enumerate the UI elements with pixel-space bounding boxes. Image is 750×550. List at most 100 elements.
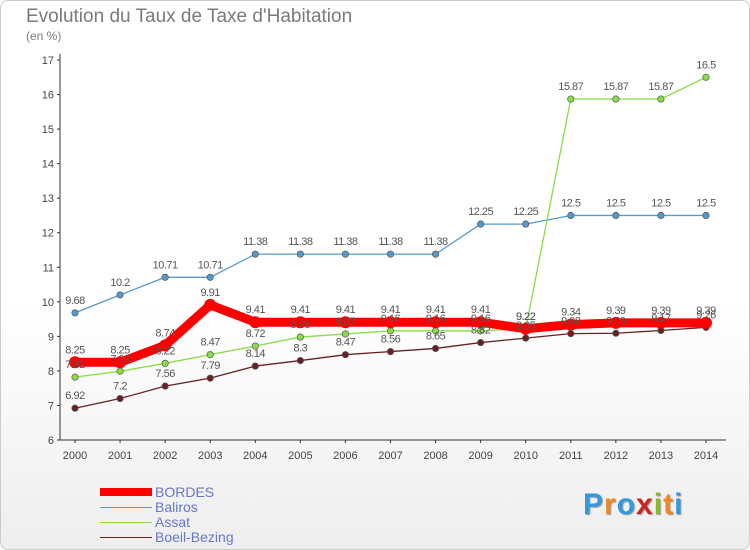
y-tick-label: 17 bbox=[42, 55, 54, 67]
legend-swatch bbox=[100, 537, 152, 538]
x-tick-label: 2006 bbox=[333, 450, 357, 462]
data-point bbox=[654, 316, 667, 329]
chart-title: Evolution du Taux de Taxe d'Habitation bbox=[26, 6, 353, 27]
data-label: 9.41 bbox=[426, 304, 446, 316]
data-point bbox=[116, 291, 124, 299]
x-tick-label: 2014 bbox=[694, 450, 718, 462]
data-label: 11.38 bbox=[288, 236, 313, 248]
data-label: 11.38 bbox=[243, 236, 268, 248]
data-label: 7.2 bbox=[113, 381, 127, 393]
x-tick-label: 2009 bbox=[468, 450, 492, 462]
logo-letter: t bbox=[663, 488, 675, 521]
data-point bbox=[251, 362, 259, 370]
data-label: 7.99 bbox=[110, 353, 130, 365]
data-label: 9.08 bbox=[561, 316, 581, 328]
data-point bbox=[432, 250, 440, 258]
data-label: 9.07 bbox=[336, 316, 356, 328]
data-label: 12.25 bbox=[468, 206, 493, 218]
data-point bbox=[249, 316, 262, 329]
data-label: 8.25 bbox=[65, 344, 85, 356]
data-point bbox=[159, 339, 172, 352]
logo-letter: x bbox=[636, 488, 654, 521]
data-point bbox=[296, 333, 304, 341]
data-label: 9.91 bbox=[201, 287, 221, 299]
data-label: 11.38 bbox=[333, 236, 358, 248]
data-label: 8.14 bbox=[246, 348, 266, 360]
chart-series bbox=[69, 73, 712, 412]
data-label: 9.68 bbox=[65, 295, 85, 307]
data-point bbox=[612, 211, 620, 220]
data-point bbox=[657, 95, 665, 103]
legend-label: Boeil-Bezing bbox=[155, 529, 234, 545]
data-label: 9.16 bbox=[426, 313, 446, 325]
y-tick-label: 10 bbox=[42, 297, 54, 309]
data-label: 8.72 bbox=[246, 328, 266, 340]
data-label: 8.98 bbox=[291, 319, 311, 331]
data-label: 8.3 bbox=[293, 343, 307, 355]
data-point bbox=[432, 344, 440, 353]
logo-letter: i bbox=[674, 488, 684, 521]
data-label: 11.38 bbox=[423, 236, 448, 248]
data-point bbox=[296, 250, 304, 258]
data-label: 9.09 bbox=[606, 315, 626, 327]
data-label: 16.5 bbox=[696, 59, 716, 71]
x-tick-label: 2000 bbox=[63, 450, 87, 462]
y-tick-label: 13 bbox=[42, 193, 54, 205]
data-point bbox=[477, 339, 485, 347]
legend-swatch bbox=[100, 507, 152, 508]
data-label: 10.71 bbox=[153, 259, 178, 271]
y-tick-label: 11 bbox=[43, 262, 54, 274]
data-point bbox=[702, 73, 710, 81]
logo-letter: P bbox=[583, 488, 605, 521]
data-point bbox=[339, 316, 352, 329]
x-tick-label: 2004 bbox=[243, 450, 267, 462]
x-tick-label: 2008 bbox=[423, 450, 447, 462]
data-point bbox=[161, 382, 169, 390]
data-label: 12.5 bbox=[606, 197, 626, 209]
data-point bbox=[116, 394, 124, 403]
data-label: 8.25 bbox=[110, 344, 130, 356]
x-tick-label: 2001 bbox=[108, 450, 132, 462]
data-point bbox=[474, 316, 487, 329]
logo-letter: r bbox=[604, 488, 617, 521]
data-point bbox=[206, 273, 214, 281]
data-point bbox=[71, 309, 79, 317]
data-label: 8.56 bbox=[381, 334, 401, 346]
data-label: 15.87 bbox=[648, 81, 673, 93]
chart-unit-label: (en %) bbox=[26, 29, 62, 43]
data-label: 7.56 bbox=[155, 368, 175, 380]
legend-label: BORDES bbox=[155, 484, 215, 500]
data-point bbox=[251, 250, 259, 258]
data-label: 9.22 bbox=[516, 311, 536, 323]
logo-letter: i bbox=[653, 488, 664, 521]
x-tick-label: 2013 bbox=[649, 450, 673, 462]
data-point bbox=[384, 316, 397, 329]
data-label: 15.87 bbox=[558, 81, 583, 93]
legend-label: Assat bbox=[155, 514, 191, 530]
x-tick-label: 2002 bbox=[153, 450, 177, 462]
x-tick-label: 2011 bbox=[559, 450, 583, 462]
data-label: 8.47 bbox=[201, 337, 221, 349]
data-label: 12.5 bbox=[651, 197, 671, 209]
data-label: 9.41 bbox=[381, 304, 401, 316]
data-label: 8.95 bbox=[516, 320, 536, 332]
data-label: 6.92 bbox=[65, 390, 85, 402]
data-label: 11.38 bbox=[378, 236, 403, 248]
data-label: 9.39 bbox=[606, 305, 626, 317]
x-tick-label: 2012 bbox=[604, 450, 628, 462]
data-label: 8.65 bbox=[426, 330, 446, 342]
data-label: 9.39 bbox=[651, 305, 671, 317]
data-label: 9.26 bbox=[696, 309, 716, 321]
data-point bbox=[341, 351, 349, 359]
data-point bbox=[204, 298, 217, 311]
data-label: 9.41 bbox=[471, 304, 491, 316]
data-point bbox=[522, 334, 530, 342]
data-label: 9.41 bbox=[291, 304, 311, 316]
data-point bbox=[251, 342, 259, 350]
data-point bbox=[161, 359, 169, 367]
y-tick-label: 15 bbox=[42, 124, 54, 136]
data-label: 9.22 bbox=[516, 311, 536, 323]
data-point bbox=[341, 330, 349, 338]
y-tick-label: 8 bbox=[48, 366, 54, 378]
